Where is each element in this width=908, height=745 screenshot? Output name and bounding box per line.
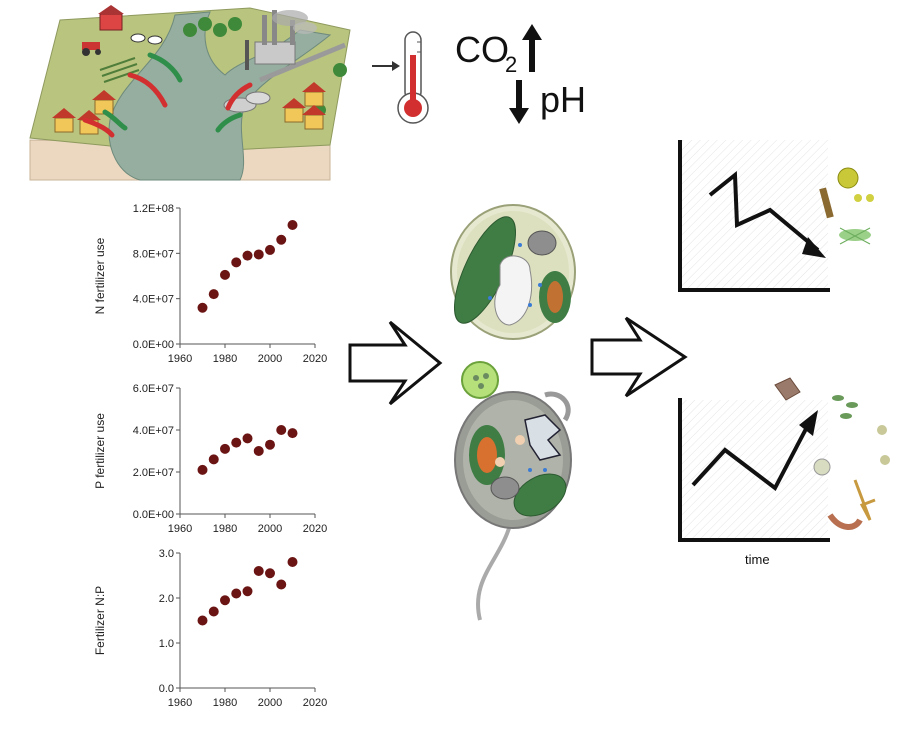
flagellate-cell-illustration — [454, 391, 572, 621]
cows-icon — [130, 33, 163, 45]
scatter-chart-fertilizer-np: 0.0 1.0 2.0 3.0 1960 1980 2000 2020 Fertilizer N… — [93, 548, 327, 709]
scatter-point — [287, 220, 298, 230]
x-tick-label: 2000 — [258, 353, 282, 365]
x-tick-label: 1960 — [168, 523, 192, 535]
tractor-icon — [82, 42, 101, 56]
small-green-cell-illustration — [461, 361, 499, 399]
x-tick-label: 1980 — [213, 523, 237, 535]
scatter-point — [287, 428, 298, 439]
scatter-point — [242, 586, 253, 597]
scatter-point — [220, 269, 230, 280]
ph-label: pH — [540, 79, 586, 120]
y-tick-label: 4.0E+07 — [133, 425, 174, 437]
runoff-arrows-icon — [82, 52, 253, 138]
y-tick-label: 0.0E+00 — [133, 509, 174, 521]
outline-arrow-right-icon — [590, 316, 688, 398]
scatter-point — [197, 302, 208, 313]
y-tick-label: 3.0 — [159, 548, 174, 560]
scatter-point — [208, 606, 219, 617]
trend-panel-decline — [678, 140, 874, 292]
houses-right-icon — [282, 82, 326, 130]
co2-label: CO 2 — [455, 29, 517, 77]
factory-icon — [245, 10, 317, 70]
increase-arrowhead-icon — [799, 410, 818, 436]
co2-subscript: 2 — [505, 52, 517, 77]
scatter-point — [276, 234, 287, 245]
x-tick-label: 1960 — [168, 353, 192, 365]
crop-field-icon — [99, 57, 140, 83]
x-tick-label: 2020 — [303, 697, 327, 709]
y-tick-label: 2.0E+07 — [133, 467, 174, 479]
scatter-point — [220, 443, 230, 454]
scatter-point — [276, 425, 287, 435]
y-tick-label: 0.0E+00 — [133, 339, 174, 351]
scatter-point — [231, 588, 242, 599]
increasing-phytoplankton-icon — [774, 377, 890, 530]
arrow-up-icon — [522, 24, 542, 72]
scatter-point — [265, 244, 275, 255]
decline-arrowhead-icon — [802, 237, 826, 258]
scatter-point — [208, 454, 219, 465]
y-tick-label: 6.0E+07 — [133, 383, 174, 395]
scatter-point — [242, 250, 253, 261]
y-tick-label: 1.2E+08 — [133, 203, 174, 215]
y-tick-label: 0.0 — [159, 683, 174, 695]
outline-arrow-left-icon — [348, 320, 443, 406]
scatter-point — [208, 289, 219, 300]
arrow-to-thermometer-icon — [372, 61, 400, 71]
trend-panel-increase: time — [678, 377, 890, 567]
time-axis-label: time — [745, 552, 770, 567]
scatter-point — [265, 439, 275, 450]
landscape-illustration — [29, 5, 351, 181]
declining-phytoplankton-icon — [819, 167, 874, 245]
y-tick-label: 8.0E+07 — [133, 248, 174, 260]
scatter-point — [253, 249, 264, 260]
arrow-down-icon — [509, 80, 529, 124]
y-axis-label: Fertilizer N:P — [93, 586, 107, 655]
scatter-chart-p-fertilizer: 0.0E+00 2.0E+07 4.0E+07 6.0E+07 1960 1980 2000… — [93, 383, 327, 535]
scatter-point — [231, 437, 242, 448]
y-axis-label: N fertilizer use — [93, 237, 107, 314]
scatter-point — [253, 566, 264, 576]
y-tick-label: 2.0 — [159, 593, 174, 605]
x-tick-label: 2020 — [303, 353, 327, 365]
scatter-point — [242, 433, 253, 444]
scatter-point — [276, 579, 287, 590]
scatter-point — [231, 257, 242, 268]
x-tick-label: 1980 — [213, 353, 237, 365]
scatter-point — [197, 615, 208, 626]
scatter-point — [197, 464, 208, 475]
co2-text: CO — [455, 29, 509, 70]
x-tick-label: 2000 — [258, 523, 282, 535]
scatter-point — [287, 557, 298, 567]
x-tick-label: 1960 — [168, 697, 192, 709]
thermometer-icon — [397, 31, 429, 124]
x-tick-label: 2020 — [303, 523, 327, 535]
scatter-point — [253, 446, 264, 456]
x-tick-label: 1980 — [213, 697, 237, 709]
y-tick-label: 1.0 — [159, 638, 174, 650]
y-axis-label: P fertilizer use — [93, 413, 107, 489]
x-tick-label: 2000 — [258, 697, 282, 709]
scatter-chart-n-fertilizer: 0.0E+00 4.0E+07 8.0E+07 1.2E+08 1960 1980 2000… — [93, 203, 327, 365]
scatter-point — [265, 568, 275, 579]
y-tick-label: 4.0E+07 — [133, 294, 174, 306]
barn-icon — [98, 5, 124, 31]
scatter-point — [220, 595, 230, 606]
diatom-cell-illustration — [450, 204, 576, 340]
